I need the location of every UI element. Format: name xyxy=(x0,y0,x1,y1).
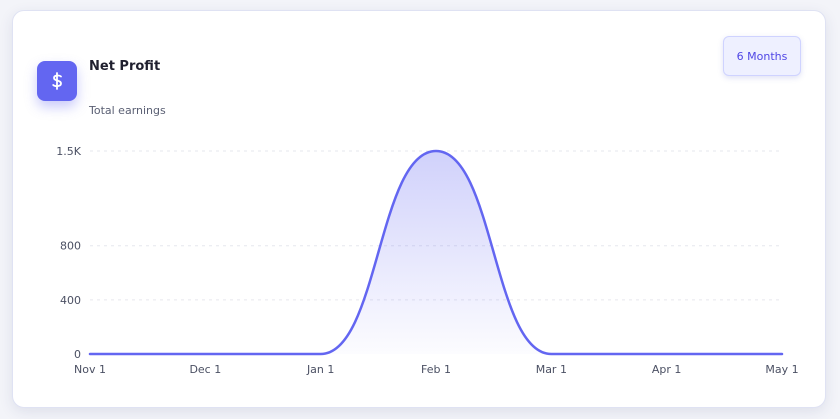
card-subtitle: Total earnings xyxy=(89,104,166,117)
net-profit-card: Net Profit Total earnings 6 Months xyxy=(12,10,826,408)
card-title: Net Profit xyxy=(89,59,161,74)
dollar-icon xyxy=(37,61,77,101)
time-range-button[interactable]: 6 Months xyxy=(723,36,801,76)
